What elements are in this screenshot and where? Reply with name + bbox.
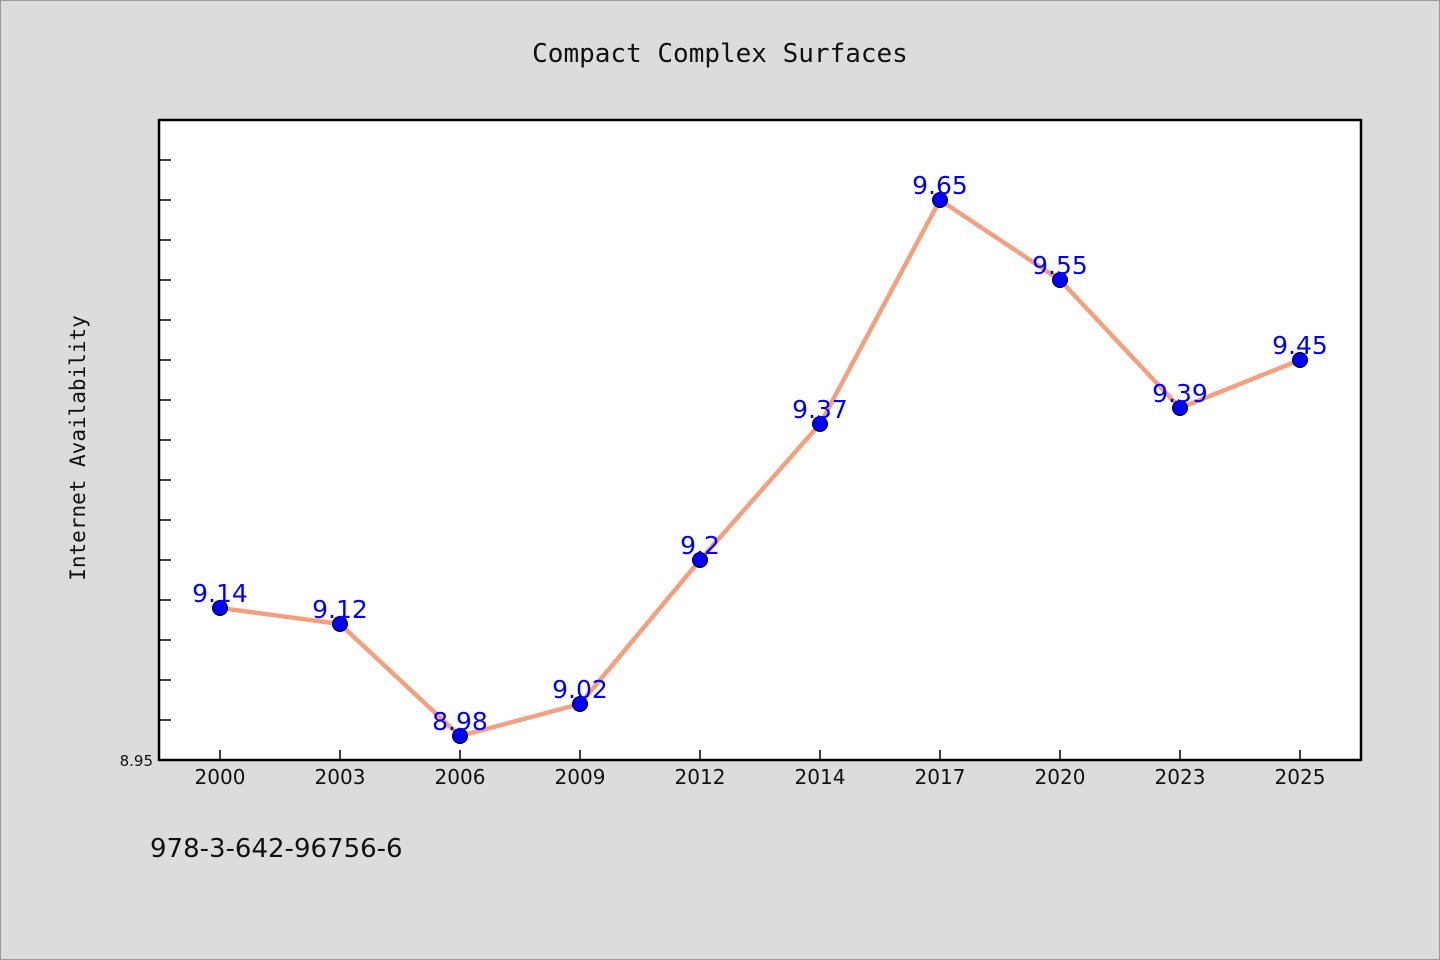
data-point: [212, 600, 228, 616]
data-label: 9.45: [1272, 331, 1328, 360]
data-label: 9.2: [680, 531, 720, 560]
data-point: [692, 552, 708, 568]
data-point: [1172, 400, 1188, 416]
data-point: [332, 616, 348, 632]
x-tick-label: 2000: [195, 765, 246, 789]
data-label: 9.55: [1032, 251, 1088, 280]
x-tick-label: 2012: [675, 765, 726, 789]
y-axis-ticks: 8.95: [120, 159, 171, 770]
series-line: [219, 197, 1301, 739]
data-point: [1292, 352, 1308, 368]
data-point: [932, 192, 948, 208]
data-label: 9.65: [912, 171, 968, 200]
x-tick-label: 2025: [1275, 765, 1326, 789]
x-tick-label: 2017: [915, 765, 966, 789]
data-label: 9.37: [792, 395, 848, 424]
data-label: 9.39: [1152, 379, 1208, 408]
y-axis-label: Internet Availability: [66, 315, 90, 581]
data-label: 9.14: [192, 579, 248, 608]
data-point: [572, 696, 588, 712]
x-tick-label: 2006: [435, 765, 486, 789]
x-tick-label: 2023: [1155, 765, 1206, 789]
data-point: [1052, 272, 1068, 288]
footnote-isbn: 978-3-642-96756-6: [150, 834, 403, 864]
data-label: 9.02: [552, 675, 608, 704]
x-tick-label: 2009: [555, 765, 606, 789]
x-tick-label: 2003: [315, 765, 366, 789]
x-tick-label: 2020: [1035, 765, 1086, 789]
chart-title: Compact Complex Surfaces: [532, 39, 908, 69]
data-label: 8.98: [432, 707, 488, 736]
data-point: [812, 416, 828, 432]
data-point: [452, 728, 468, 744]
series-group: 9.14 9.12 8.98 9.02 9.2 9.37 9.65 9.55 9.39 9.45: [192, 171, 1328, 744]
x-axis-ticks: 2000 2003 2006 2009 2012 2014 2017 2020 2023 2025: [195, 750, 1326, 789]
plot-area: [157, 118, 1363, 762]
data-label: 9.12: [312, 595, 368, 624]
x-tick-label: 2014: [795, 765, 846, 789]
y-tick-label: 8.95: [120, 752, 153, 770]
